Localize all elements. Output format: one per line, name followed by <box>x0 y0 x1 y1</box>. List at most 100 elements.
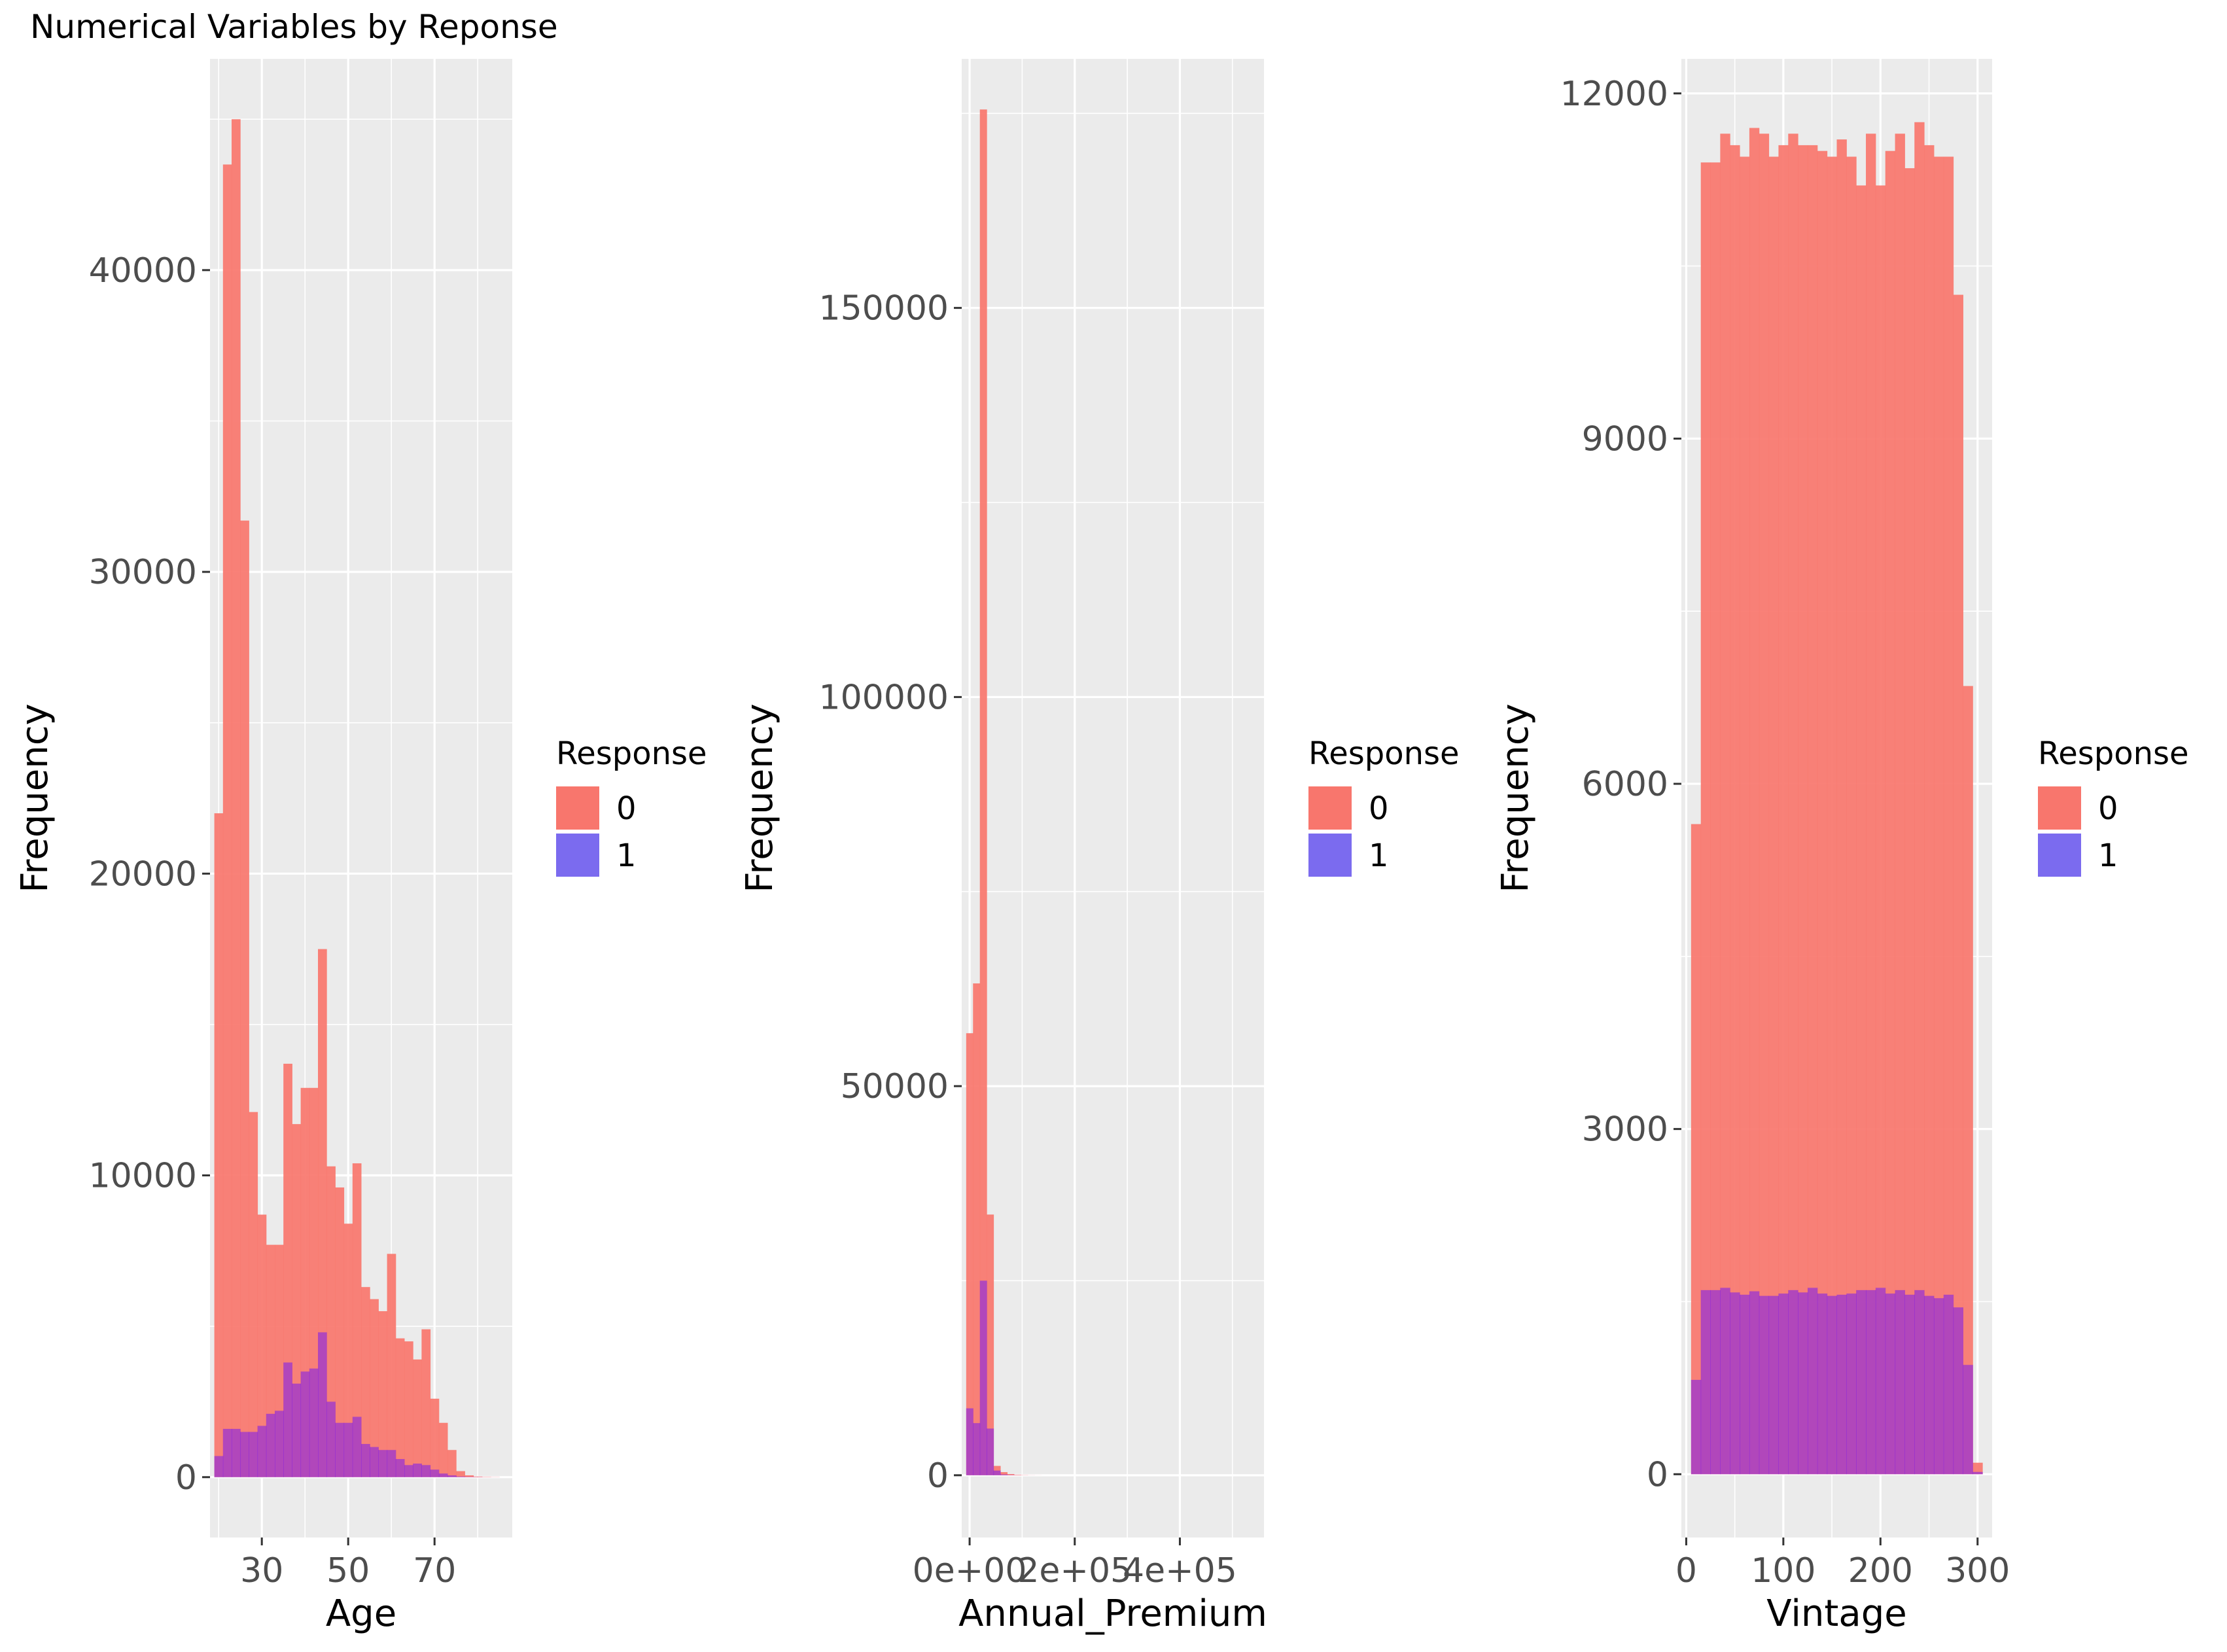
bar-response-0 <box>1007 1474 1015 1475</box>
bar-response-1 <box>447 1475 457 1477</box>
bar-response-1 <box>1749 1291 1760 1475</box>
bar-response-1 <box>240 1432 249 1477</box>
bar-response-1 <box>300 1371 310 1477</box>
bar-response-0 <box>1788 133 1798 1475</box>
bar-response-0 <box>1875 185 1886 1475</box>
x-tick-label: 4e+05 <box>1123 1551 1237 1590</box>
legend-label-0: 0 <box>1369 790 1389 827</box>
bar-response-0 <box>1749 128 1760 1475</box>
bar-response-0 <box>1856 185 1867 1475</box>
bar-response-1 <box>249 1432 258 1477</box>
bar-response-1 <box>438 1473 448 1477</box>
bar-response-1 <box>1827 1295 1837 1475</box>
y-tick-label: 0 <box>1647 1455 1668 1494</box>
bar-response-1 <box>1730 1292 1740 1475</box>
bar-response-0 <box>1914 122 1925 1475</box>
bar-response-1 <box>395 1459 405 1477</box>
bar-response-1 <box>1740 1294 1750 1475</box>
y-tick-label: 0 <box>175 1458 197 1498</box>
bar-response-0 <box>979 109 987 1475</box>
bar-response-1 <box>966 1408 973 1475</box>
bar-response-1 <box>378 1450 388 1477</box>
bar-response-1 <box>266 1413 275 1477</box>
x-tick-label: 0 <box>1675 1551 1697 1590</box>
x-tick-label: 50 <box>326 1551 370 1590</box>
bar-response-0 <box>1953 294 1963 1475</box>
x-axis-label: Annual_Premium <box>958 1592 1267 1635</box>
x-axis-label: Vintage <box>1766 1592 1906 1635</box>
legend-label-0: 0 <box>2098 790 2118 827</box>
bar-response-0 <box>1895 133 1905 1475</box>
bar-response-1 <box>1875 1288 1886 1475</box>
legend-swatch-0 <box>1308 786 1352 830</box>
bar-response-1 <box>1768 1295 1779 1475</box>
legend-label-0: 0 <box>616 790 637 827</box>
bar-response-0 <box>1700 162 1711 1475</box>
bar-response-1 <box>1933 1298 1944 1475</box>
bar-response-0 <box>1973 1462 1983 1475</box>
bar-response-0 <box>240 520 249 1477</box>
bar-response-1 <box>421 1465 431 1477</box>
y-tick-label: 30000 <box>89 553 197 592</box>
legend-swatch-0 <box>556 786 599 830</box>
bar-response-0 <box>966 1033 973 1475</box>
bar-response-1 <box>361 1444 370 1477</box>
bar-response-1 <box>1895 1290 1905 1475</box>
bar-response-1 <box>1924 1295 1935 1475</box>
bar-response-1 <box>973 1423 981 1475</box>
bar-response-0 <box>222 164 232 1477</box>
legend-title: Response <box>2038 735 2189 772</box>
bar-response-0 <box>214 813 224 1477</box>
legend-title: Response <box>1308 735 1460 772</box>
bar-response-1 <box>1807 1288 1818 1475</box>
y-axis-label: Frequency <box>739 703 781 892</box>
bar-response-1 <box>222 1428 232 1477</box>
bar-response-1 <box>283 1362 292 1477</box>
bar-response-0 <box>361 1287 370 1477</box>
legend: Response 0 1 <box>2038 735 2189 877</box>
page-title: Numerical Variables by Reponse <box>30 8 558 46</box>
legend-label-1: 1 <box>1369 837 1389 874</box>
bar-response-1 <box>370 1447 379 1477</box>
bar-response-0 <box>456 1471 465 1477</box>
y-axis-label: Frequency <box>1494 703 1537 892</box>
bar-response-1 <box>430 1469 440 1477</box>
x-axis-label: Age <box>326 1592 396 1635</box>
bar-response-1 <box>1885 1293 1896 1475</box>
y-tick-label: 12000 <box>1560 75 1668 114</box>
bar-response-0 <box>404 1341 413 1477</box>
bar-response-0 <box>1836 139 1847 1475</box>
bar-response-0 <box>1866 133 1876 1475</box>
bar-response-1 <box>1953 1307 1963 1475</box>
bar-response-0 <box>430 1398 440 1477</box>
bar-response-0 <box>378 1311 388 1477</box>
bar-response-1 <box>1943 1294 1954 1475</box>
x-tick-label: 100 <box>1751 1551 1815 1590</box>
bar-response-1 <box>404 1465 413 1477</box>
bar-response-1 <box>292 1383 302 1477</box>
bar-response-0 <box>447 1450 457 1477</box>
bar-response-1 <box>1856 1290 1867 1475</box>
y-tick-label: 50000 <box>841 1067 949 1106</box>
bar-response-0 <box>1000 1472 1008 1475</box>
bar-response-0 <box>1730 145 1740 1475</box>
panel-3: 0 3000 6000 9000 12000 0 100 200 300 Vintage Frequ… <box>1494 59 2189 1635</box>
bar-response-0 <box>249 1112 258 1477</box>
bar-response-1 <box>335 1422 345 1477</box>
bar-response-1 <box>987 1428 994 1475</box>
legend-label-1: 1 <box>2098 837 2118 874</box>
bar-response-0 <box>973 983 981 1475</box>
x-tick-label: 70 <box>413 1551 456 1590</box>
bar-response-1 <box>1904 1294 1915 1475</box>
x-tick-label: 300 <box>1945 1551 2010 1590</box>
panel-2: 0 50000 100000 150000 0e+002e+054e+05Annual_… <box>739 59 1460 1635</box>
bar-response-0 <box>1904 168 1915 1475</box>
y-tick-label: 40000 <box>89 251 197 290</box>
bar-response-1 <box>1817 1293 1828 1475</box>
bar-response-1 <box>1700 1290 1711 1475</box>
bar-response-0 <box>387 1254 396 1477</box>
y-tick-label: 20000 <box>89 854 197 894</box>
panel-1: 0 10000 20000 30000 40000 30 50 70 Age Frequency R… <box>14 59 707 1635</box>
bar-response-1 <box>318 1332 327 1477</box>
